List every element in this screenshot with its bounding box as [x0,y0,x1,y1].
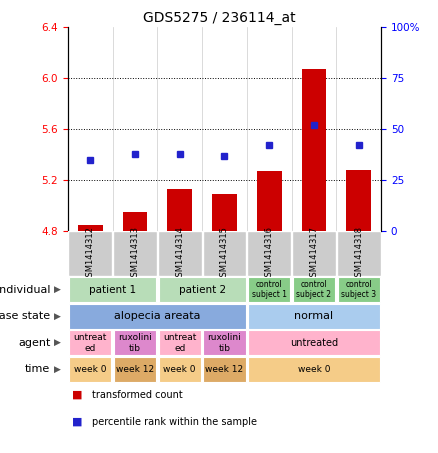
Text: untreat
ed: untreat ed [74,333,107,352]
Bar [248,357,380,382]
Text: ▶: ▶ [53,312,60,321]
Text: week 0: week 0 [298,365,330,374]
Text: ▶: ▶ [53,338,60,347]
Text: control
subject 3: control subject 3 [341,280,376,299]
Text: week 12: week 12 [205,365,244,374]
Bar [346,170,371,231]
Bar [68,231,112,276]
Bar [247,231,291,276]
Text: GSM1414317: GSM1414317 [310,226,318,282]
Bar [123,212,147,231]
Text: control
subject 1: control subject 1 [252,280,287,299]
Text: GSM1414315: GSM1414315 [220,226,229,282]
Bar [159,357,201,382]
Text: ■: ■ [72,390,83,400]
Text: alopecia areata: alopecia areata [114,311,201,321]
Bar [159,330,201,355]
Text: week 0: week 0 [74,365,106,374]
Bar [293,277,335,302]
Bar [248,304,380,329]
Bar [159,277,246,302]
Text: untreated: untreated [290,338,338,348]
Text: disease state: disease state [0,311,50,321]
Bar [78,225,102,231]
Bar [69,304,246,329]
Bar [292,231,336,276]
Bar [167,189,192,231]
Bar [202,231,247,276]
Bar [302,69,326,231]
Text: agent: agent [18,338,50,348]
Text: patient 1: patient 1 [89,284,136,294]
Text: patient 2: patient 2 [179,284,226,294]
Text: ■: ■ [72,417,83,427]
Bar [69,357,111,382]
Text: week 12: week 12 [116,365,154,374]
Text: GSM1414312: GSM1414312 [86,226,95,282]
Bar [338,277,380,302]
Text: GSM1414316: GSM1414316 [265,226,274,282]
Text: percentile rank within the sample: percentile rank within the sample [92,417,257,427]
Text: week 0: week 0 [163,365,196,374]
Bar [158,231,201,276]
Text: control
subject 2: control subject 2 [297,280,332,299]
Bar [114,357,156,382]
Text: ruxolini
tib: ruxolini tib [118,333,152,352]
Bar [203,357,246,382]
Text: ▶: ▶ [53,365,60,374]
Text: individual: individual [0,284,50,294]
Bar [203,330,246,355]
Text: GSM1414318: GSM1414318 [354,226,363,282]
Bar [113,231,157,276]
Text: GSM1414313: GSM1414313 [131,226,139,282]
Text: untreat
ed: untreat ed [163,333,196,352]
Text: GDS5275 / 236114_at: GDS5275 / 236114_at [143,11,295,25]
Bar [114,330,156,355]
Text: normal: normal [294,311,333,321]
Bar [69,277,156,302]
Text: ruxolini
tib: ruxolini tib [208,333,241,352]
Bar [212,194,237,231]
Bar [248,277,290,302]
Text: ▶: ▶ [53,285,60,294]
Bar [257,171,282,231]
Bar [69,330,111,355]
Bar [337,231,381,276]
Text: time: time [25,365,50,375]
Text: transformed count: transformed count [92,390,183,400]
Bar [248,330,380,355]
Text: GSM1414314: GSM1414314 [175,226,184,282]
